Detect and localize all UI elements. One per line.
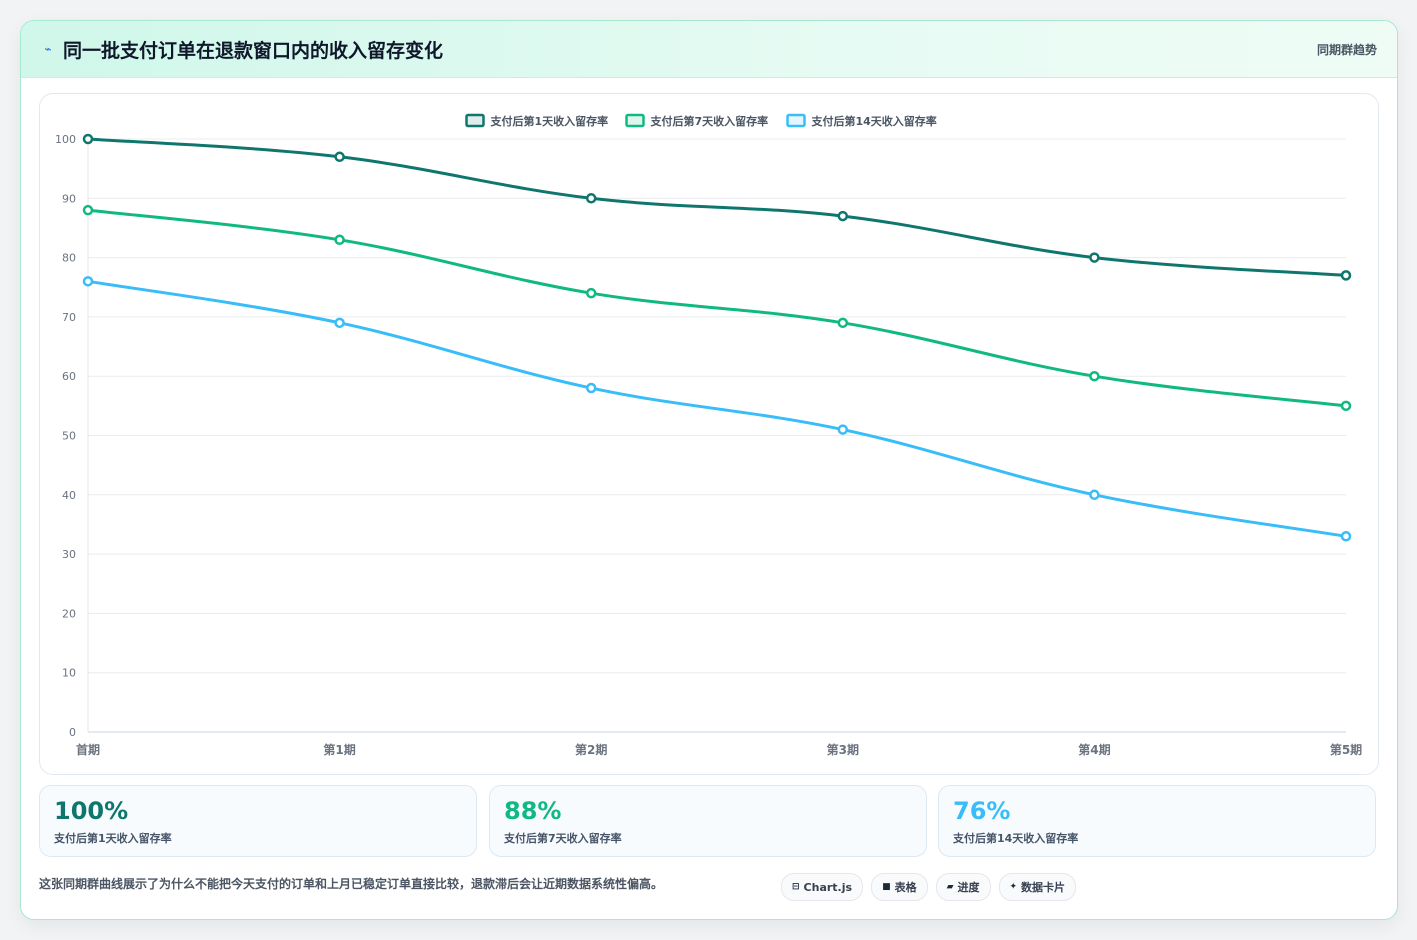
y-tick-label: 0 (69, 726, 76, 739)
stat-card-day1: 100% 支付后第1天收入留存率 (39, 785, 477, 857)
page-title: 同一批支付订单在退款窗口内的收入留存变化 (63, 39, 444, 62)
stat-label: 支付后第1天收入留存率 (54, 832, 172, 845)
stat-card-day14: 76% 支付后第14天收入留存率 (938, 785, 1376, 857)
data-point (334, 151, 345, 163)
card-icon: ✦ (1009, 882, 1018, 892)
chip-label: 进度 (957, 881, 980, 894)
x-tick-label: 第2期 (575, 742, 607, 757)
data-point (837, 424, 849, 435)
y-tick-label: 40 (62, 489, 76, 502)
stat-value: 88% (504, 797, 562, 825)
legend-swatch (465, 113, 485, 128)
table-icon: ■ (882, 882, 891, 892)
data-point (82, 204, 94, 216)
line-chart: 0 10 20 30 40 50 60 70 80 90 100 首期 第1期 第2期 第3期 第4期 第5期 支… (55, 113, 1362, 757)
data-point (1340, 531, 1352, 542)
progress-icon: ▰ (946, 882, 954, 892)
chart-icon: ⊟ (792, 882, 800, 892)
tech-chips: ⊟ Chart.js ■ 表格 ▰ 进度 ✦ 数据卡片 (781, 873, 1077, 901)
chip-data-card[interactable]: ✦ 数据卡片 (998, 873, 1077, 901)
x-tick-label: 首期 (76, 742, 100, 757)
data-point (1340, 270, 1352, 281)
header-left: ⌁ 同一批支付订单在退款窗口内的收入留存变化 (41, 36, 443, 63)
series-line (87, 137, 1347, 277)
data-point (334, 234, 345, 246)
legend-swatch (786, 113, 806, 128)
series-line (87, 208, 1347, 408)
stat-label: 支付后第7天收入留存率 (504, 832, 622, 845)
stat-value: 76% (953, 797, 1011, 825)
data-point (82, 133, 94, 145)
chart-card: ⌁ 同一批支付订单在退款窗口内的收入留存变化 同期群趋势 0 10 20 30 40 50… (20, 20, 1398, 920)
chip-label: Chart.js (803, 880, 853, 894)
x-tick-label: 第4期 (1078, 742, 1110, 757)
legend-swatch (625, 113, 645, 128)
chip-chartjs[interactable]: ⊟ Chart.js (781, 873, 864, 901)
data-point (585, 193, 597, 204)
data-point (82, 276, 94, 287)
data-point (1340, 400, 1352, 412)
y-tick-label: 50 (62, 430, 76, 443)
stat-label: 支付后第14天收入留存率 (953, 832, 1079, 845)
sparkle-icon: ⌁ (44, 42, 52, 56)
chip-label: 数据卡片 (1021, 881, 1066, 894)
data-point (837, 210, 849, 222)
footer-description: 这张同期群曲线展示了为什么不能把今天支付的订单和上月已稳定订单直接比较，退款滞后… (39, 877, 664, 891)
y-tick-label: 20 (62, 607, 76, 620)
stat-value: 100% (54, 797, 129, 825)
y-tick-label: 80 (62, 252, 76, 265)
legend-label: 支付后第14天收入留存率 (811, 114, 937, 128)
data-point (334, 317, 345, 329)
data-point (585, 382, 597, 394)
y-tick-label: 70 (62, 311, 76, 324)
chip-label: 表格 (894, 881, 917, 894)
legend-label: 支付后第7天收入留存率 (650, 114, 769, 128)
y-tick-label: 60 (62, 370, 76, 383)
card-header: ⌁ 同一批支付订单在退款窗口内的收入留存变化 同期群趋势 (21, 21, 1397, 78)
y-tick-label: 30 (62, 548, 76, 561)
x-tick-label: 第5期 (1330, 742, 1362, 757)
chart-panel: 0 10 20 30 40 50 60 70 80 90 100 首期 第1期 第2期 第3期 第4期 第5期 支… (39, 93, 1379, 775)
data-point (837, 317, 849, 329)
x-tick-label: 第1期 (323, 742, 355, 757)
y-tick-label: 100 (55, 133, 76, 146)
y-tick-label: 10 (62, 667, 76, 680)
data-point (1089, 370, 1100, 382)
x-tick-label: 第3期 (827, 742, 859, 757)
data-point (585, 287, 597, 299)
data-point (1089, 489, 1100, 501)
data-point (1089, 252, 1100, 263)
chip-table[interactable]: ■ 表格 (871, 873, 928, 901)
series-line (87, 279, 1347, 538)
y-tick-label: 90 (62, 192, 76, 205)
legend-label: 支付后第1天收入留存率 (490, 114, 609, 128)
stat-card-day7: 88% 支付后第7天收入留存率 (489, 785, 927, 857)
cohort-trend-tag: 同期群趋势 (1316, 42, 1377, 57)
chip-progress[interactable]: ▰ 进度 (935, 873, 991, 901)
